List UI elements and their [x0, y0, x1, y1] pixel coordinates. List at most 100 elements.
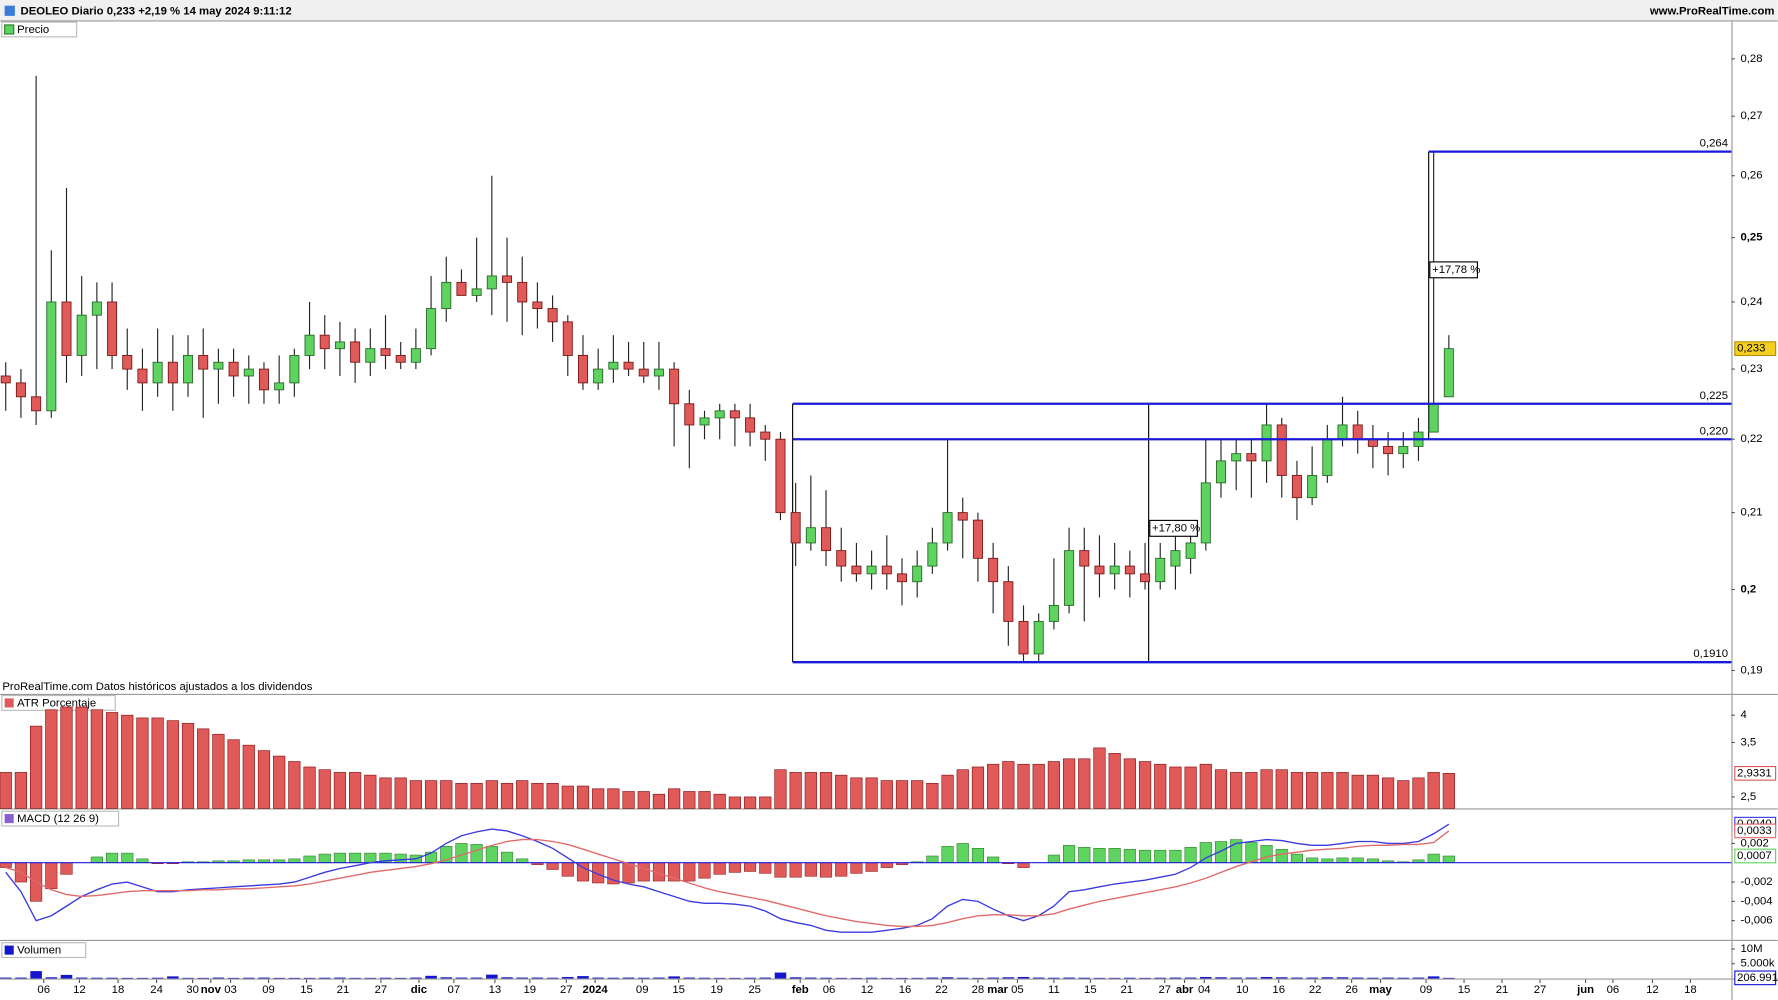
bar [1351, 977, 1364, 979]
bar [75, 977, 88, 979]
histogram-bar [1169, 849, 1182, 864]
bar [1275, 977, 1288, 979]
bar [1397, 780, 1410, 809]
histogram-bar [850, 862, 863, 874]
bar [622, 977, 635, 979]
bar [409, 780, 422, 809]
x-tick-label: 25 [748, 984, 761, 996]
candle-body [972, 519, 983, 559]
histogram-bar [0, 862, 12, 868]
bar [0, 977, 12, 979]
pane-label[interactable]: ATR Porcentaje [17, 698, 96, 710]
pane-label-box[interactable] [1, 810, 120, 827]
pane-label-box[interactable] [1, 21, 78, 38]
histogram-bar [1275, 848, 1288, 864]
level-label: 0,225 [1700, 390, 1728, 402]
pane-label-box[interactable] [1, 695, 116, 711]
pane-label-box[interactable] [1, 942, 87, 959]
x-tick-label: 24 [150, 984, 163, 996]
y-tick-label: 0,23 [1740, 363, 1762, 375]
candle-body [1048, 604, 1059, 622]
bar [1260, 769, 1273, 809]
bar [1002, 761, 1015, 809]
bar [1108, 977, 1121, 979]
histogram-bar [136, 858, 149, 864]
bar [440, 780, 453, 809]
bar [1427, 772, 1440, 809]
pane-label[interactable]: Precio [17, 24, 49, 36]
bar [1093, 747, 1106, 809]
histogram-bar [683, 862, 696, 882]
histogram-bar [1245, 842, 1258, 864]
bar [607, 788, 620, 809]
candle-body [714, 410, 725, 419]
x-tick-label: 05 [1011, 984, 1024, 996]
histogram-bar [1093, 847, 1106, 864]
histogram-bar [1184, 847, 1197, 864]
bar [744, 977, 756, 979]
bar [334, 977, 346, 979]
x-tick-label: 27 [560, 984, 573, 996]
histogram-bar [926, 855, 939, 864]
bar [15, 977, 27, 979]
bar [424, 780, 438, 809]
bar [45, 977, 58, 979]
histogram-bar [1123, 848, 1136, 864]
histogram-bar [60, 862, 73, 875]
x-tick-label: 19 [524, 984, 537, 996]
bar [1139, 977, 1151, 979]
bar [1367, 977, 1379, 979]
x-tick-label: 06 [823, 984, 836, 996]
bar [1397, 977, 1410, 979]
bar [562, 976, 574, 979]
candle-body [653, 368, 664, 377]
x-tick-label: 27 [375, 984, 388, 996]
bar [531, 977, 544, 979]
candle-body [912, 565, 923, 583]
bar [273, 755, 286, 809]
x-tick-label: 21 [337, 984, 350, 996]
bar [987, 763, 1000, 809]
candle-body [76, 314, 87, 356]
histogram-bar [1427, 853, 1440, 864]
candle-body [699, 417, 710, 426]
candle-body [1383, 445, 1394, 455]
bar [1063, 977, 1075, 979]
bar [273, 977, 285, 979]
y-tick-label: 0,27 [1740, 110, 1762, 122]
bar [881, 977, 893, 979]
bar [835, 774, 848, 809]
candle-body [456, 281, 467, 296]
histogram-bar [865, 862, 878, 872]
x-tick-label: 19 [710, 984, 723, 996]
bar [546, 782, 559, 809]
bar [516, 780, 529, 809]
current-value-box [1734, 341, 1777, 357]
bar [1184, 977, 1197, 979]
histogram-bar [1442, 855, 1455, 864]
bar [865, 977, 878, 979]
bar [1184, 766, 1197, 809]
pane-label[interactable]: Volumen [17, 945, 61, 957]
bar [713, 793, 726, 809]
candle-body [410, 348, 421, 363]
candle-body [441, 281, 452, 310]
bar [1002, 977, 1015, 979]
bar [106, 977, 118, 979]
candle-body [942, 512, 953, 544]
candle-body [866, 565, 877, 575]
bar [257, 750, 271, 809]
x-tick-label: jun [1576, 984, 1594, 996]
pane-label[interactable]: MACD (12 26 9) [17, 813, 99, 825]
bar [151, 977, 164, 979]
y-tick-label: 0,22 [1740, 433, 1762, 445]
bar [789, 772, 802, 809]
x-tick-label: 21 [1121, 984, 1134, 996]
x-tick-label: 12 [861, 984, 874, 996]
candle-body [137, 368, 148, 384]
bar [576, 785, 590, 809]
bar [1154, 763, 1167, 809]
histogram-bar [744, 862, 757, 872]
